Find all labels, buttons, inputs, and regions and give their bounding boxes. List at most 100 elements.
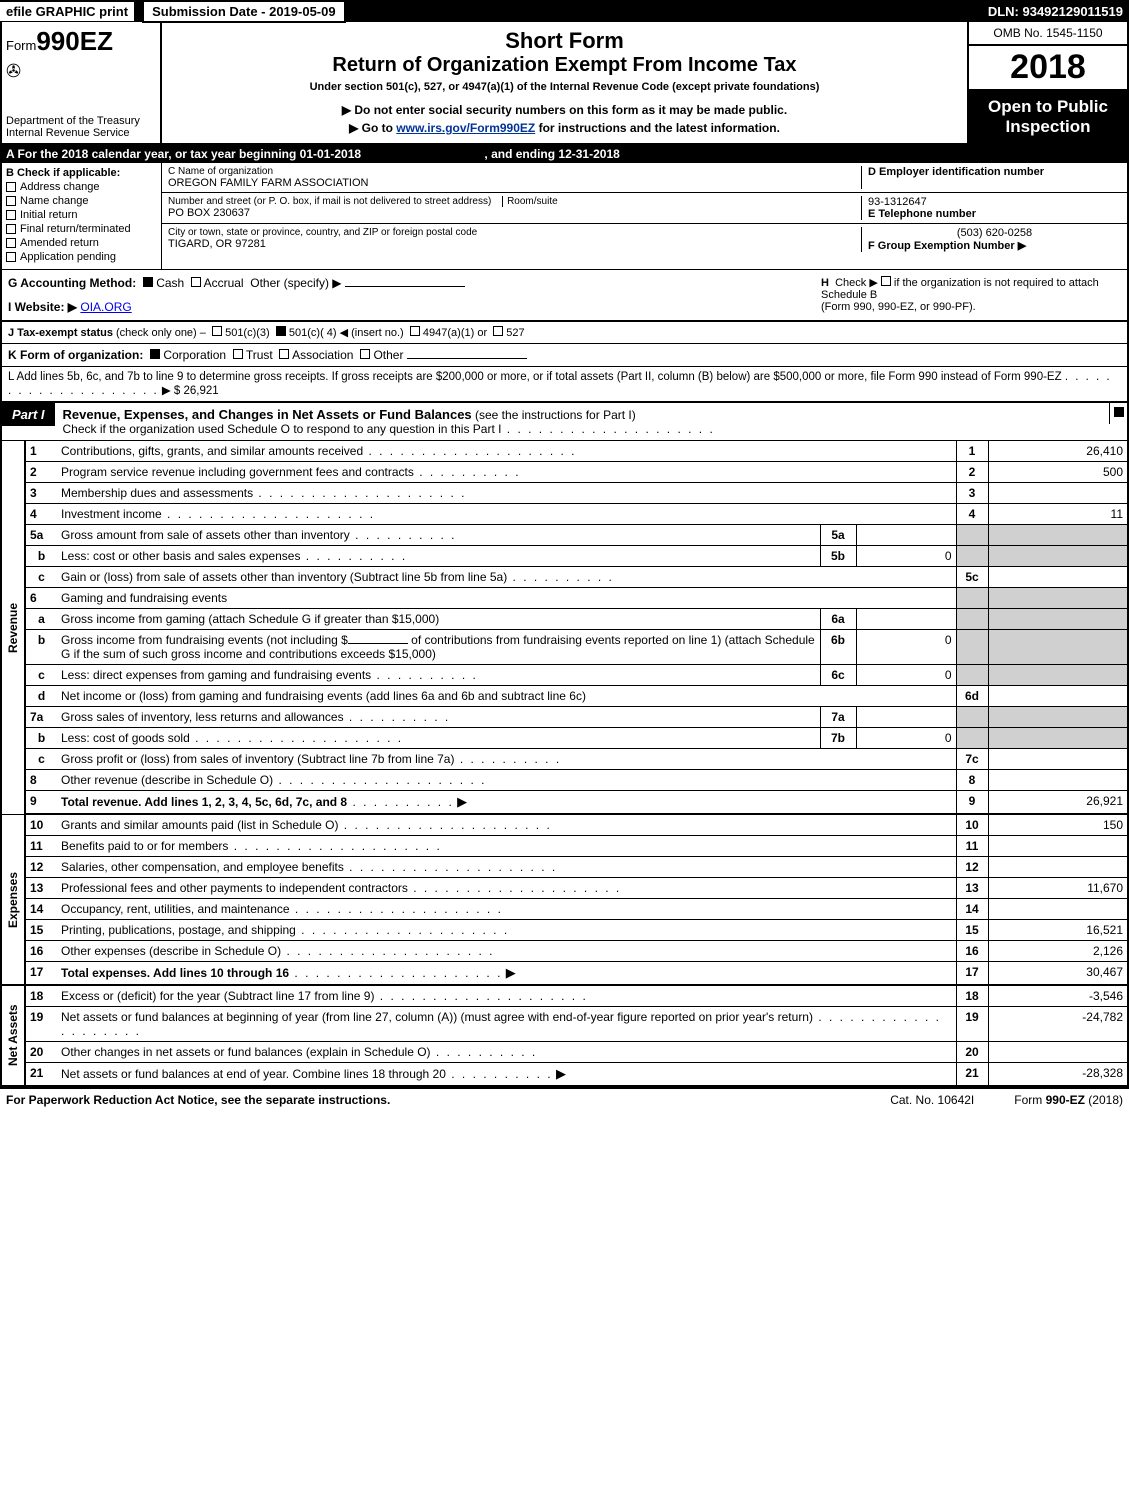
line10-amt: 150: [988, 814, 1128, 836]
city-value: TIGARD, OR 97281: [168, 238, 861, 250]
line6c-val: 0: [856, 665, 956, 686]
line15-amt: 16,521: [988, 920, 1128, 941]
checkbox-icon: [6, 210, 16, 220]
chk-trust-icon[interactable]: [233, 349, 243, 359]
chk-initial-return[interactable]: Initial return: [6, 209, 157, 221]
header-right: OMB No. 1545-1150 2018 Open to Public In…: [967, 22, 1127, 143]
line6d-amt: [988, 686, 1128, 707]
chk-address-change[interactable]: Address change: [6, 181, 157, 193]
row-g: G Accounting Method: Cash Accrual Other …: [8, 276, 821, 290]
under-section: Under section 501(c), 527, or 4947(a)(1)…: [168, 81, 961, 93]
f-group-label: F Group Exemption Number ▶: [868, 239, 1121, 252]
row-l: L Add lines 5b, 6c, and 7b to line 9 to …: [0, 367, 1129, 403]
c-name-value: OREGON FAMILY FARM ASSOCIATION: [168, 177, 861, 189]
part1-check[interactable]: [1109, 403, 1127, 424]
line16-amt: 2,126: [988, 941, 1128, 962]
line8-amt: [988, 770, 1128, 791]
line9-amt: 26,921: [988, 791, 1128, 815]
line5a-val: [856, 525, 956, 546]
side-netassets: Net Assets: [1, 985, 25, 1086]
omb-number: OMB No. 1545-1150: [969, 22, 1127, 46]
header-left: Form990EZ ✇ Department of the Treasury I…: [2, 22, 162, 143]
footer-cat: Cat. No. 10642I: [890, 1093, 974, 1107]
do-not-enter: ▶ Do not enter social security numbers o…: [168, 103, 961, 117]
chk-h-icon[interactable]: [881, 276, 891, 286]
chk-527-icon[interactable]: [493, 326, 503, 336]
short-form-title: Short Form: [168, 28, 961, 54]
submission-date: Submission Date - 2019-05-09: [142, 0, 346, 23]
line14-amt: [988, 899, 1128, 920]
checkbox-icon: [6, 196, 16, 206]
part1-title: Revenue, Expenses, and Changes in Net As…: [55, 403, 1109, 440]
section-bc: B Check if applicable: Address change Na…: [0, 163, 1129, 269]
d-ein-value: 93-1312647: [868, 196, 1121, 208]
chk-501c3-icon[interactable]: [212, 326, 222, 336]
col-c: C Name of organization OREGON FAMILY FAR…: [162, 163, 1127, 269]
form-header: Form990EZ ✇ Department of the Treasury I…: [0, 22, 1129, 145]
open-to-public: Open to Public Inspection: [969, 91, 1127, 143]
checkbox-icon: [6, 182, 16, 192]
form-990ez: 990EZ: [36, 26, 113, 56]
chk-name-change[interactable]: Name change: [6, 195, 157, 207]
footer: For Paperwork Reduction Act Notice, see …: [0, 1087, 1129, 1111]
chk-corp-icon[interactable]: [150, 349, 160, 359]
side-expenses: Expenses: [1, 814, 25, 985]
checkbox-icon: [6, 224, 16, 234]
chk-application-pending[interactable]: Application pending: [6, 251, 157, 263]
other-specify-line[interactable]: [345, 286, 465, 287]
city-label: City or town, state or province, country…: [168, 227, 861, 238]
chk-final-return[interactable]: Final return/terminated: [6, 223, 157, 235]
header-mid: Short Form Return of Organization Exempt…: [162, 22, 967, 143]
k-other-line[interactable]: [407, 358, 527, 359]
line6b-val: 0: [856, 630, 956, 665]
c-name-label: C Name of organization: [168, 166, 861, 177]
dln: DLN: 93492129011519: [988, 4, 1129, 19]
e-phone-label: E Telephone number: [868, 208, 1121, 220]
line7b-val: 0: [856, 728, 956, 749]
col-b: B Check if applicable: Address change Na…: [2, 163, 162, 269]
arrow-icon: ▶: [506, 965, 516, 980]
line11-amt: [988, 836, 1128, 857]
checkbox-checked-icon: [1114, 407, 1124, 417]
chk-cash-icon: [143, 277, 153, 287]
part1-header: Part I Revenue, Expenses, and Changes in…: [0, 403, 1129, 441]
line4-amt: 11: [988, 504, 1128, 525]
row-gh: G Accounting Method: Cash Accrual Other …: [0, 269, 1129, 322]
tax-year: 2018: [969, 46, 1127, 91]
goto-link[interactable]: www.irs.gov/Form990EZ: [396, 121, 535, 135]
return-title: Return of Organization Exempt From Incom…: [168, 54, 961, 77]
d-ein-label: D Employer identification number: [868, 166, 1121, 178]
chk-accrual-icon: [191, 277, 201, 287]
row-j: J Tax-exempt status (check only one) – 5…: [0, 322, 1129, 344]
footer-form: Form 990-EZ (2018): [1014, 1093, 1123, 1107]
line19-amt: -24,782: [988, 1007, 1128, 1042]
chk-amended-return[interactable]: Amended return: [6, 237, 157, 249]
lines-table: Revenue 1 Contributions, gifts, grants, …: [0, 441, 1129, 1087]
arrow-icon: ▶: [457, 794, 467, 809]
line17-amt: 30,467: [988, 962, 1128, 986]
line5c-amt: [988, 567, 1128, 588]
chk-4947-icon[interactable]: [410, 326, 420, 336]
line1-amt: 26,410: [988, 441, 1128, 462]
line2-amt: 500: [988, 462, 1128, 483]
footer-left: For Paperwork Reduction Act Notice, see …: [6, 1093, 390, 1107]
arrow-icon: ▶: [556, 1066, 566, 1081]
line13-amt: 11,670: [988, 878, 1128, 899]
top-bar: efile GRAPHIC print Submission Date - 20…: [0, 0, 1129, 22]
row-a: A For the 2018 calendar year, or tax yea…: [0, 145, 1129, 163]
line7c-amt: [988, 749, 1128, 770]
l-amount: 26,921: [184, 385, 219, 397]
part1-tab: Part I: [2, 403, 55, 426]
chk-501c4-icon[interactable]: [276, 326, 286, 336]
chk-assoc-icon[interactable]: [279, 349, 289, 359]
dept-treasury: Department of the Treasury Internal Reve…: [6, 115, 156, 139]
e-phone-value: (503) 620-0258: [868, 227, 1121, 239]
line12-amt: [988, 857, 1128, 878]
efile-label: efile GRAPHIC print: [0, 2, 134, 21]
website-link[interactable]: OIA.ORG: [80, 300, 131, 314]
line21-amt: -28,328: [988, 1063, 1128, 1087]
chk-other-icon[interactable]: [360, 349, 370, 359]
irs-eagle-icon: ✇: [6, 61, 156, 82]
line20-amt: [988, 1042, 1128, 1063]
line18-amt: -3,546: [988, 985, 1128, 1007]
